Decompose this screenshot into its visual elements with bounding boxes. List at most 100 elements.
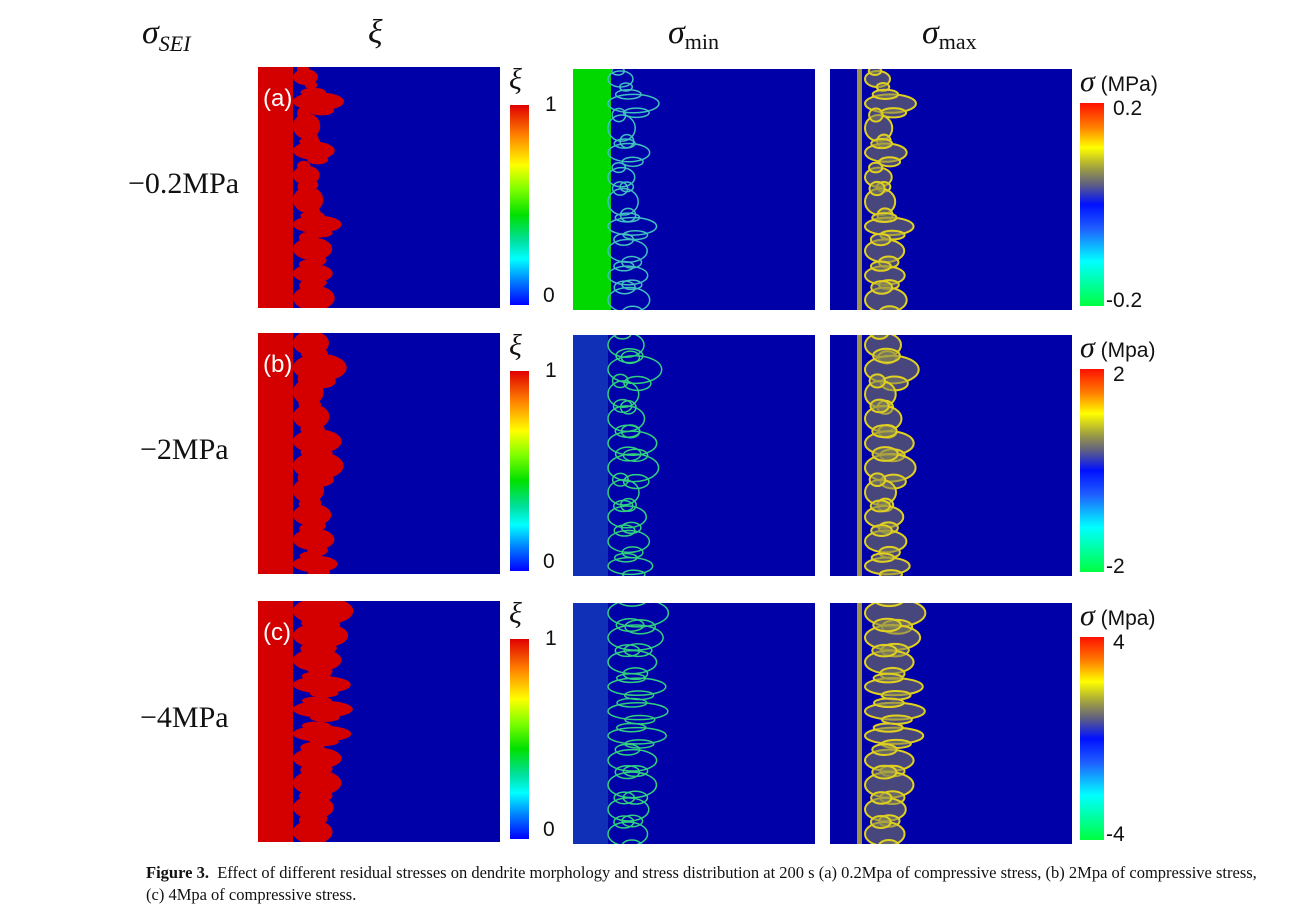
interface-band	[857, 69, 862, 310]
dendrite-branch	[878, 569, 904, 580]
dendrite	[607, 93, 660, 114]
dendrite-branch	[296, 65, 310, 73]
dendrite	[293, 113, 321, 140]
sigma-min-panel	[573, 66, 815, 320]
dendrite	[293, 770, 342, 796]
dendrite-branch	[872, 617, 902, 633]
xi-colorbar	[510, 639, 529, 839]
dendrite-branch	[298, 259, 319, 269]
row-label: −4MPa	[140, 701, 229, 734]
dendrite	[607, 478, 640, 506]
header-sigma-sei: σSEI	[142, 14, 191, 56]
sigma-colorbar-max: 0.2	[1113, 97, 1143, 120]
xi-panel	[258, 324, 500, 577]
dendrite-branch	[298, 498, 318, 510]
dendrite-branch	[300, 423, 325, 436]
dendrite-branch	[614, 424, 641, 438]
dendrite	[607, 702, 669, 721]
dendrite-branch	[304, 81, 318, 89]
dendrite-branch	[878, 156, 902, 168]
dendrite-branch	[868, 180, 886, 197]
dendrite-branch	[613, 280, 636, 295]
dendrite	[293, 820, 333, 844]
dendrite-branch	[298, 231, 319, 244]
dendrite-branch	[300, 445, 326, 459]
sigma-colorbar-min: -2	[1106, 555, 1125, 578]
dendrite-branch	[611, 181, 629, 196]
dendrite-branch	[870, 552, 896, 563]
dendrite-branch	[871, 424, 898, 439]
dendrite-branch	[297, 106, 311, 120]
xi-colorbar-max: 1	[545, 359, 557, 382]
dendrite-branch	[869, 232, 892, 247]
dendrite-branch	[308, 106, 335, 116]
dendrite	[293, 215, 342, 234]
dendrite-branch	[297, 179, 313, 194]
dendrite	[293, 648, 342, 672]
dendrite-branch	[621, 156, 644, 168]
dendrite-branch	[614, 89, 642, 100]
dendrite	[293, 69, 318, 85]
dendrite-branch	[868, 107, 884, 123]
dendrite-branch	[299, 137, 321, 147]
panel-label: (b)	[263, 351, 293, 378]
panel-label: (c)	[263, 619, 291, 646]
row-label: −2MPa	[140, 433, 229, 466]
dendrite-branch	[613, 138, 636, 149]
dendrite-branch	[300, 642, 325, 655]
xi-panel	[258, 590, 500, 850]
dendrite	[293, 264, 333, 283]
dendrite-branch	[877, 838, 900, 853]
dendrite-branch	[614, 212, 641, 223]
xi-colorbar	[510, 371, 529, 571]
interface-band	[857, 603, 862, 844]
dendrite-branch	[611, 162, 627, 174]
dendrite-branch	[871, 764, 898, 780]
dendrite-branch	[869, 325, 890, 340]
dendrite	[607, 430, 658, 456]
dendrite-branch	[872, 722, 904, 733]
dendrite-branch	[870, 138, 894, 150]
dendrite	[293, 92, 344, 111]
dendrite	[607, 114, 636, 142]
dendrite-branch	[870, 791, 893, 805]
dendrite-branch	[300, 87, 327, 97]
dendrite-branch	[299, 551, 323, 560]
dendrite-branch	[868, 472, 887, 488]
header-sigma-min: σmin	[668, 14, 720, 54]
dendrite-branch	[613, 233, 635, 246]
figure-caption: Figure 3. Effect of different residual s…	[146, 863, 1257, 904]
dendrite	[293, 237, 333, 261]
dendrite-branch	[616, 697, 648, 708]
xi-panel	[258, 65, 500, 317]
sigma-colorbar	[1080, 637, 1104, 840]
dendrite-branch	[298, 397, 317, 411]
dendrite-branch	[301, 696, 332, 706]
dendrite-branch	[301, 721, 331, 730]
dendrite-branch	[869, 260, 892, 272]
dendrite	[293, 285, 335, 311]
sigma-colorbar-title: σ (Mpa)	[1080, 599, 1156, 632]
xi-colorbar-max: 1	[545, 627, 557, 650]
dendrite-branch	[868, 373, 886, 389]
sigma-max-panel	[830, 325, 1072, 580]
dendrite-branch	[622, 107, 650, 119]
dendrite-branch	[872, 697, 905, 709]
dendrite-branch	[615, 722, 647, 733]
sigma-min-panel	[573, 325, 815, 580]
panel-label: (a)	[263, 85, 293, 112]
dendrite-branch	[301, 671, 331, 681]
xi-colorbar	[510, 105, 529, 305]
dendrite-branch	[611, 107, 627, 123]
dendrite	[293, 623, 349, 649]
sigma-colorbar-min: -0.2	[1106, 289, 1143, 312]
xi-colorbar-title: ξ	[509, 63, 522, 96]
dendrite-branch	[614, 764, 641, 780]
dendrite-branch	[613, 815, 635, 829]
dendrite	[293, 186, 324, 214]
dendrite	[607, 505, 648, 529]
dendrite	[293, 747, 342, 770]
dendrite	[607, 354, 663, 385]
dendrite-branch	[613, 791, 636, 805]
